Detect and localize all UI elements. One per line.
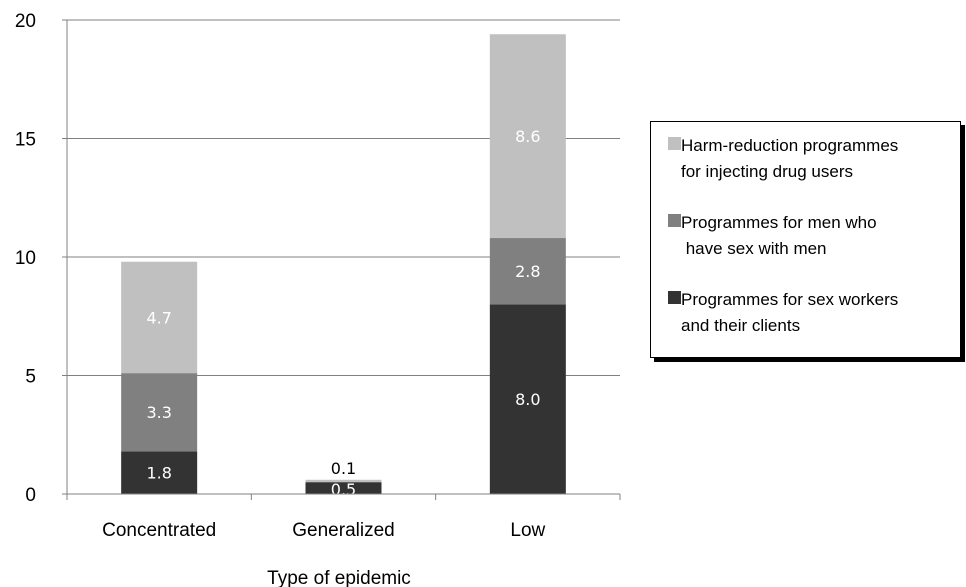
x-axis-title: Type of epidemic xyxy=(267,568,411,587)
data-label: 4.7 xyxy=(146,308,171,327)
bar-segment xyxy=(121,451,198,494)
bar-segment xyxy=(489,238,566,305)
legend-label: Programmes for men who have sex with men xyxy=(681,213,877,258)
y-axis-ticks: 0 5 10 15 20 xyxy=(15,11,68,506)
y-tick-label: 20 xyxy=(15,11,36,32)
legend-label: Programmes for sex workers and their cli… xyxy=(681,290,899,335)
bar-segment xyxy=(121,261,198,374)
x-category-label: Low xyxy=(510,520,545,541)
data-label: 0.1 xyxy=(331,459,356,478)
data-label: 0.5 xyxy=(331,480,356,499)
bar-segment xyxy=(305,479,382,483)
bar-segment xyxy=(489,304,566,494)
y-tick-label: 10 xyxy=(15,248,36,269)
data-label: 8.6 xyxy=(515,127,540,146)
bar-segment xyxy=(489,34,566,239)
x-category-label: Generalized xyxy=(292,520,394,541)
legend-swatch xyxy=(668,291,681,304)
data-label: 1.8 xyxy=(146,464,171,483)
bar-segment xyxy=(305,482,382,494)
x-category-label: Concentrated xyxy=(102,520,216,541)
bar-segment xyxy=(121,373,198,452)
x-axis: Concentrated Generalized Low xyxy=(66,493,621,541)
data-label: 8.0 xyxy=(515,390,540,409)
bars: 1.8 3.3 4.7 0.5 0.1 8.0 2.8 8.6 xyxy=(121,34,566,499)
data-label: 3.3 xyxy=(146,403,171,422)
legend-swatch xyxy=(668,137,681,150)
legend: Harm-reduction programmes for injecting … xyxy=(650,121,961,358)
y-tick-label: 15 xyxy=(15,130,36,151)
y-tick-label: 0 xyxy=(25,485,36,506)
legend-swatch xyxy=(668,214,681,227)
data-label: 2.8 xyxy=(515,262,540,281)
legend-label: Harm-reduction programmes for injecting … xyxy=(681,136,899,181)
y-tick-label: 5 xyxy=(25,367,36,388)
